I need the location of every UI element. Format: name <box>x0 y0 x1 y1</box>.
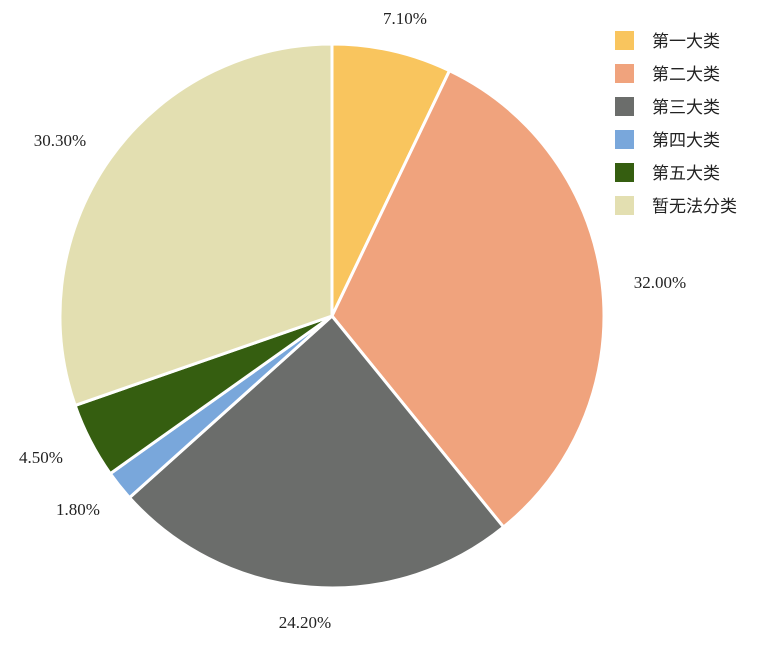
data-label-1: 7.10% <box>383 9 427 28</box>
legend-label-6: 暂无法分类 <box>652 197 737 217</box>
data-label-6: 30.30% <box>34 131 86 150</box>
legend-swatch-2 <box>615 64 634 83</box>
legend-swatch-3 <box>615 97 634 116</box>
legend-swatch-1 <box>615 31 634 50</box>
data-label-4: 1.80% <box>56 500 100 519</box>
legend-swatch-5 <box>615 163 634 182</box>
data-label-3: 24.20% <box>279 613 331 632</box>
pie-slice-1 <box>330 42 451 318</box>
legend-label-4: 第四大类 <box>652 131 720 151</box>
pie-data-labels: 7.10% 32.00% 24.20% 1.80% 4.50% 30.30% <box>19 9 686 632</box>
data-label-5: 4.50% <box>19 448 63 467</box>
data-label-2: 32.00% <box>634 273 686 292</box>
pie-slices <box>58 42 606 590</box>
legend-swatch-6 <box>615 196 634 215</box>
legend-label-5: 第五大类 <box>652 164 720 184</box>
legend-swatch-4 <box>615 130 634 149</box>
pie-slice-3 <box>128 314 506 590</box>
pie-slice-2 <box>330 69 606 529</box>
legend-label-2: 第二大类 <box>652 65 720 85</box>
pie-slice-6 <box>58 42 334 407</box>
legend-label-1: 第一大类 <box>652 32 720 52</box>
legend-label-3: 第三大类 <box>652 98 720 118</box>
